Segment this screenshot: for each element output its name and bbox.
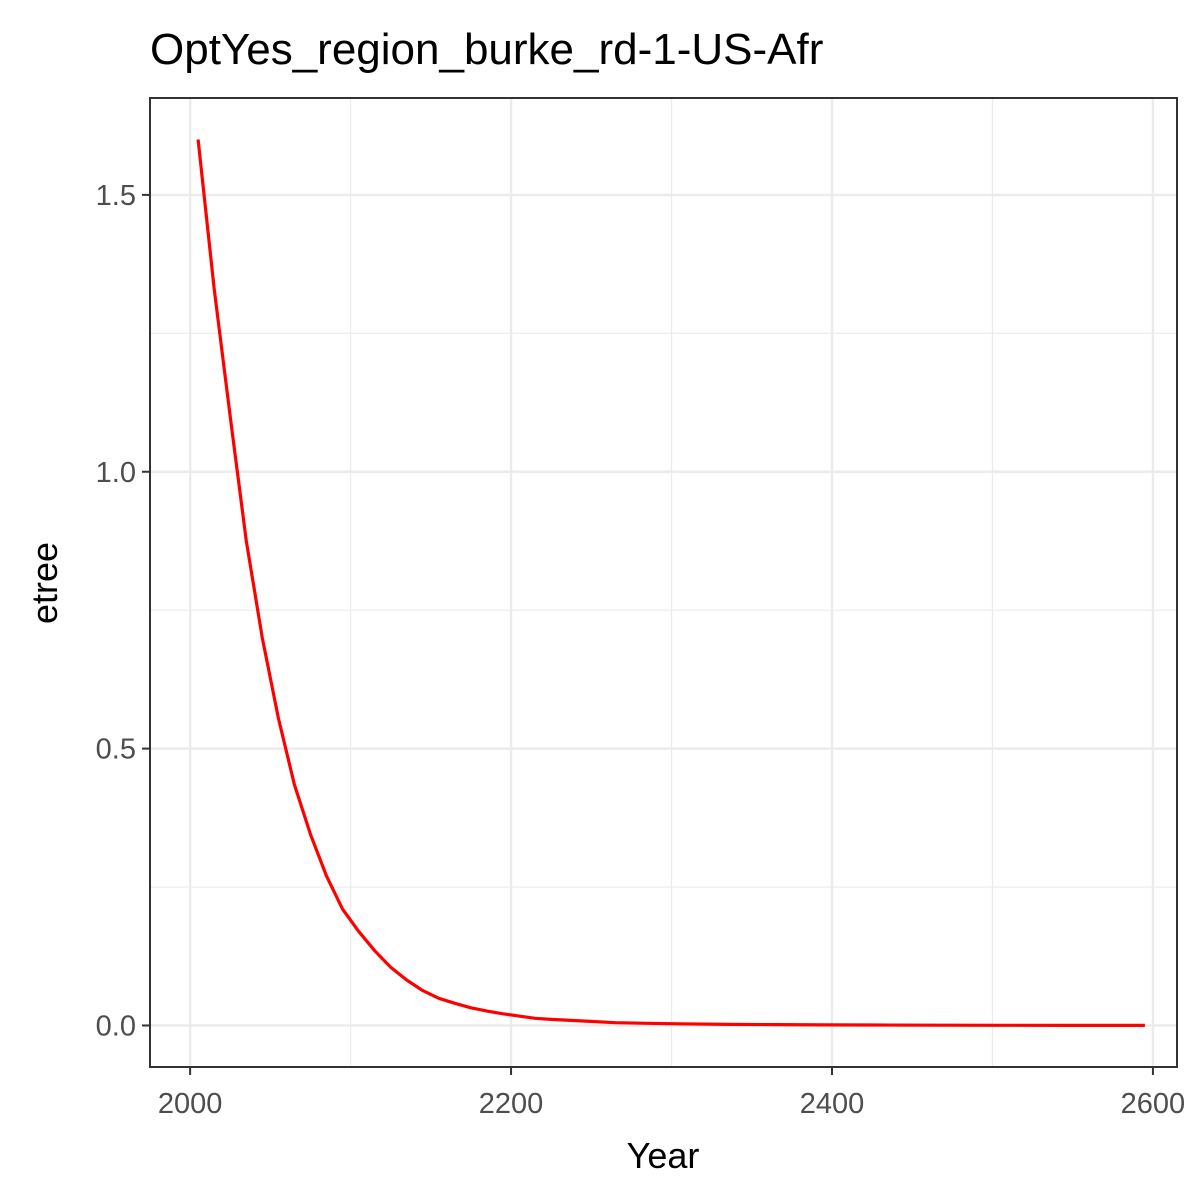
axis-ticks <box>142 193 1154 1075</box>
minor-grid <box>150 98 1177 1067</box>
major-grid <box>150 98 1177 1067</box>
x-tick-label: 2000 <box>158 1088 223 1120</box>
chart-title: OptYes_region_burke_rd-1-US-Afr <box>150 25 823 74</box>
x-tick-label: 2600 <box>1121 1088 1186 1120</box>
plot-panel-border <box>149 97 1178 1068</box>
series-line <box>196 139 1145 1028</box>
x-tick-label: 2200 <box>479 1088 544 1120</box>
x-tick-label: 2400 <box>800 1088 865 1120</box>
y-axis-title: etree <box>24 542 65 624</box>
x-axis-title: Year <box>627 1135 700 1176</box>
y-tick-label: 1.5 <box>96 180 136 212</box>
y-tick-label: 0.0 <box>96 1010 136 1042</box>
y-tick-label: 0.5 <box>96 734 136 766</box>
series-layer <box>196 139 1145 1028</box>
y-tick-label: 1.0 <box>96 457 136 489</box>
tick-labels: 2000 2200 2400 2600 0.0 0.5 1.0 1.5 <box>96 180 1186 1120</box>
